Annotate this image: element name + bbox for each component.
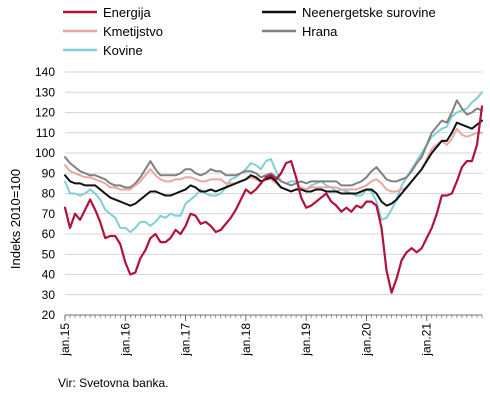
y-tick-label: 30	[42, 288, 56, 302]
x-tick-label: jan.15	[58, 323, 72, 357]
y-tick-label: 20	[42, 308, 56, 322]
legend-label: Kovine	[103, 43, 143, 58]
y-tick-label: 120	[35, 106, 55, 120]
y-tick-label: 50	[42, 247, 56, 261]
y-tick-label: 80	[42, 187, 56, 201]
y-tick-label: 130	[35, 85, 55, 99]
x-tick-label: jan.16	[118, 323, 132, 357]
legend-label: Kmetijstvo	[103, 24, 163, 39]
series-lines	[63, 91, 484, 294]
y-tick-label: 100	[35, 146, 55, 160]
y-tick-label: 140	[35, 65, 55, 79]
x-tick-label: jan.21	[420, 323, 434, 357]
series-line-energija	[63, 105, 484, 294]
legend-label: Energija	[103, 5, 151, 20]
y-tick-label: 110	[36, 126, 55, 140]
x-axis: jan.15 jan.16 jan.17 jan.18 jan.19 jan.20 jan.…	[58, 314, 483, 357]
y-axis-ticks: 20 30 40 50 60 70 80 90 100 110 120 130 140	[35, 65, 55, 322]
legend: Energija Neenergetske surovine Kmetijstvo H…	[63, 5, 436, 58]
y-tick-label: 90	[42, 166, 56, 180]
x-tick-label: jan.18	[239, 323, 253, 357]
grid-lines	[65, 71, 482, 316]
y-axis-title: Indeks 2010=100	[8, 169, 23, 269]
series-line-kovine	[64, 91, 483, 233]
y-tick-label: 70	[42, 207, 56, 221]
series-line-neenergetske-surovine	[64, 119, 483, 207]
source-note: Vir: Svetovna banka.	[58, 376, 169, 390]
legend-label: Neenergetske surovine	[302, 5, 436, 20]
series-line-hrana	[64, 99, 483, 189]
x-tick-label: jan.20	[359, 323, 373, 357]
legend-label: Hrana	[302, 24, 338, 39]
y-tick-label: 60	[42, 227, 56, 241]
x-tick-label: jan.19	[299, 323, 313, 357]
x-tick-label: jan.17	[179, 323, 193, 357]
y-tick-label: 40	[42, 268, 56, 282]
